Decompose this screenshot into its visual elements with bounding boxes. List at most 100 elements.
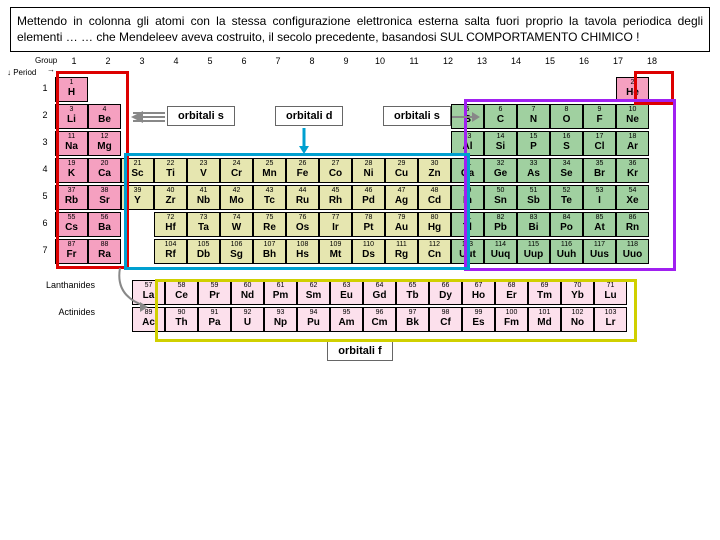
element-cell: 42Mo	[220, 185, 253, 210]
period-row: 655Cs56Ba72Hf73Ta74W75Re76Os77Ir78Pt79Au…	[35, 212, 715, 238]
element-cell: 51Sb	[517, 185, 550, 210]
group-header: 10	[363, 56, 397, 74]
element-cell: 77Ir	[319, 212, 352, 237]
element-cell: 95Am	[330, 307, 363, 332]
period-header: 7	[35, 239, 55, 255]
element-cell: 4Be	[88, 104, 121, 129]
element-cell: 117Uus	[583, 239, 616, 264]
element-cell: 35Br	[583, 158, 616, 183]
orbital-d-label: orbitali d	[275, 106, 343, 126]
group-axis-label: Group →	[35, 56, 57, 74]
group-header: 16	[567, 56, 601, 74]
element-cell: 8O	[550, 104, 583, 129]
element-cell: 40Zr	[154, 185, 187, 210]
group-header: 17	[601, 56, 635, 74]
element-cell: 86Rn	[616, 212, 649, 237]
period-header: 6	[35, 212, 55, 228]
element-cell: 14Si	[484, 131, 517, 156]
element-cell: 96Cm	[363, 307, 396, 332]
element-cell: 49In	[451, 185, 484, 210]
element-cell: 62Sm	[297, 280, 330, 305]
element-cell: 32Ge	[484, 158, 517, 183]
element-cell: 97Bk	[396, 307, 429, 332]
group-header: 7	[261, 56, 295, 74]
element-cell: 20Ca	[88, 158, 121, 183]
period-row: 11H2He	[35, 77, 715, 103]
arrow-lanth-connect	[110, 266, 150, 316]
element-cell: 10Ne	[616, 104, 649, 129]
period-header: 5	[35, 185, 55, 201]
element-cell: 81Tl	[451, 212, 484, 237]
element-cell: 76Os	[286, 212, 319, 237]
element-cell: 60Nd	[231, 280, 264, 305]
period-header: 4	[35, 158, 55, 174]
element-cell: 2He	[616, 77, 649, 102]
element-cell: 19K	[55, 158, 88, 183]
element-cell: 69Tm	[528, 280, 561, 305]
element-cell: 83Bi	[517, 212, 550, 237]
group-header: 9	[329, 56, 363, 74]
element-cell: 108Hs	[286, 239, 319, 264]
element-cell: 103Lr	[594, 307, 627, 332]
period-row: 787Fr88Ra104Rf105Db106Sg107Bh108Hs109Mt1…	[35, 239, 715, 265]
element-cell: 111Rg	[385, 239, 418, 264]
element-cell: 99Es	[462, 307, 495, 332]
element-cell: 55Cs	[55, 212, 88, 237]
arrow-s-left	[130, 108, 168, 126]
group-header: 12	[431, 56, 465, 74]
element-cell: 92U	[231, 307, 264, 332]
element-cell: 110Ds	[352, 239, 385, 264]
group-header: 2	[91, 56, 125, 74]
element-cell: 15P	[517, 131, 550, 156]
element-cell: 94Pu	[297, 307, 330, 332]
element-cell: 26Fe	[286, 158, 319, 183]
group-header: 15	[533, 56, 567, 74]
element-cell: 47Ag	[385, 185, 418, 210]
element-cell: 98Cf	[429, 307, 462, 332]
orbital-s-label: orbitali s	[167, 106, 235, 126]
element-cell: 61Pm	[264, 280, 297, 305]
element-cell: 12Mg	[88, 131, 121, 156]
element-cell: 7N	[517, 104, 550, 129]
element-cell: 109Mt	[319, 239, 352, 264]
element-cell: 113Uut	[451, 239, 484, 264]
element-cell: 43Tc	[253, 185, 286, 210]
element-cell: 66Dy	[429, 280, 462, 305]
element-cell: 87Fr	[55, 239, 88, 264]
period-header: 1	[35, 77, 55, 93]
description-box: Mettendo in colonna gli atomi con la ste…	[10, 7, 710, 52]
element-cell: 102No	[561, 307, 594, 332]
element-cell: 18Ar	[616, 131, 649, 156]
element-cell: 114Uuq	[484, 239, 517, 264]
group-header: 1	[57, 56, 91, 74]
element-cell: 71Lu	[594, 280, 627, 305]
period-row: 537Rb38Sr39Y40Zr41Nb42Mo43Tc44Ru45Rh46Pd…	[35, 185, 715, 211]
element-cell: 63Eu	[330, 280, 363, 305]
element-cell: 72Hf	[154, 212, 187, 237]
element-cell: 17Cl	[583, 131, 616, 156]
element-cell: 54Xe	[616, 185, 649, 210]
element-cell: 33As	[517, 158, 550, 183]
element-cell: 105Db	[187, 239, 220, 264]
period-header: 3	[35, 131, 55, 147]
element-cell: 27Co	[319, 158, 352, 183]
arrow-s2-right	[450, 108, 480, 126]
element-cell: 118Uuo	[616, 239, 649, 264]
element-cell: 44Ru	[286, 185, 319, 210]
element-cell: 53I	[583, 185, 616, 210]
element-cell: 75Re	[253, 212, 286, 237]
element-cell: 74W	[220, 212, 253, 237]
element-cell: 48Cd	[418, 185, 451, 210]
element-cell: 79Au	[385, 212, 418, 237]
element-cell: 21Sc	[121, 158, 154, 183]
group-header: 14	[499, 56, 533, 74]
element-cell: 41Nb	[187, 185, 220, 210]
element-cell: 39Y	[121, 185, 154, 210]
element-cell: 30Zn	[418, 158, 451, 183]
lanthanides-label: Lanthanides	[35, 280, 99, 290]
element-cell: 104Rf	[154, 239, 187, 264]
element-cell: 73Ta	[187, 212, 220, 237]
element-cell: 70Yb	[561, 280, 594, 305]
element-cell: 68Er	[495, 280, 528, 305]
actinides-label: Actinides	[35, 307, 99, 317]
